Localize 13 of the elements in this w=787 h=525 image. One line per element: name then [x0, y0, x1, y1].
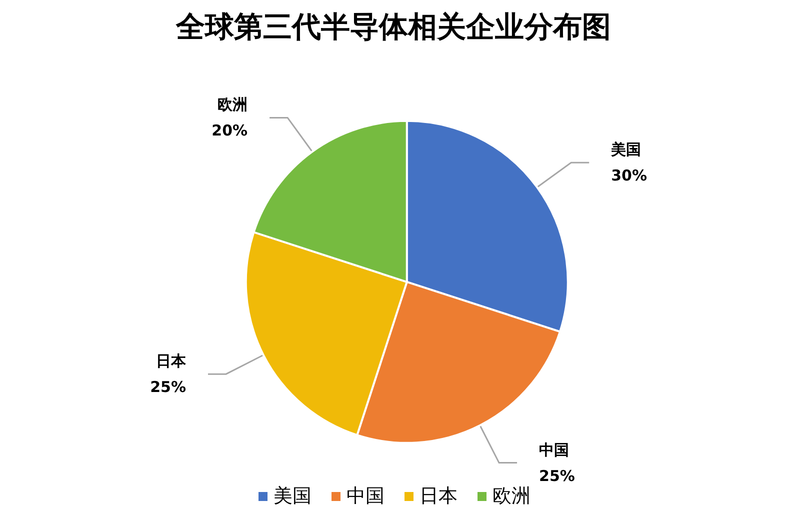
- data-label: 30%: [611, 166, 648, 185]
- data-label: 25%: [150, 378, 186, 396]
- legend-label: 日本: [420, 486, 458, 507]
- slice-label: 美国: [610, 140, 642, 159]
- slice-label: 中国: [539, 440, 570, 459]
- slice-label: 日本: [156, 352, 188, 370]
- data-label: 20%: [212, 122, 248, 140]
- legend-label: 美国: [274, 485, 312, 507]
- legend-label: 中国: [346, 486, 384, 507]
- slice-label: 欧洲: [218, 96, 248, 114]
- chart-title: 全球第三代半导体相关企业分布图: [175, 10, 611, 44]
- legend-label: 欧洲: [492, 486, 530, 507]
- data-label: 25%: [539, 466, 575, 485]
